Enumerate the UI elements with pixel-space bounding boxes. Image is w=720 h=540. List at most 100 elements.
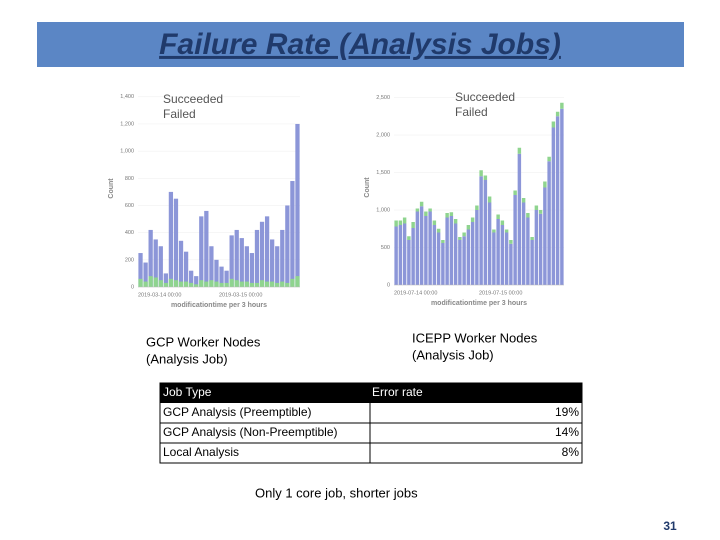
bar [543, 181, 547, 188]
bar [407, 236, 411, 240]
table-cell: 14% [555, 425, 579, 439]
bar [173, 198, 179, 287]
bar [290, 181, 295, 287]
y-tick-label: 0 [387, 282, 390, 288]
bar [270, 239, 275, 287]
bar [398, 220, 403, 225]
bar [234, 280, 239, 287]
bar [183, 281, 189, 287]
table-cell: 8% [562, 445, 580, 459]
chart-caption: (Analysis Job) [146, 351, 228, 366]
y-tick-label: 1,000 [376, 207, 390, 213]
y-tick-label: 1,200 [120, 121, 134, 127]
table-header [160, 383, 582, 403]
y-tick-label: 800 [125, 176, 134, 182]
bar [530, 240, 534, 285]
bar [483, 180, 488, 285]
table-cell: Local Analysis [163, 445, 239, 459]
bar [424, 216, 428, 285]
y-tick-label: 1,400 [120, 94, 134, 100]
y-tick-label: 600 [125, 203, 134, 209]
bar [194, 276, 199, 287]
table-cell: 19% [555, 405, 579, 419]
bar [453, 223, 458, 285]
table-cell: GCP Analysis (Non-Preemptible) [163, 425, 338, 439]
bar [466, 229, 471, 285]
bar [538, 210, 543, 214]
bar [415, 211, 420, 285]
bar [209, 280, 214, 287]
bar [509, 243, 513, 285]
bar [436, 228, 441, 233]
bar [411, 228, 415, 285]
bar [244, 246, 249, 287]
x-axis-label: modificationtime per 3 hours [171, 302, 267, 309]
bar [551, 121, 556, 128]
bar [521, 198, 526, 203]
bar [214, 259, 219, 287]
bar [534, 210, 539, 285]
bar [158, 280, 163, 287]
bar [249, 282, 255, 287]
bar [470, 217, 475, 222]
bar [270, 281, 275, 287]
table-cell: GCP Analysis (Preemptible) [163, 405, 312, 419]
bar [402, 217, 407, 224]
bar [432, 220, 437, 225]
bar [394, 226, 398, 285]
bar [428, 208, 432, 212]
bar [254, 229, 260, 287]
bar [487, 202, 492, 285]
bar [492, 232, 496, 285]
bar [526, 213, 530, 218]
bar [168, 191, 174, 287]
table-header-cell: Error rate [372, 385, 423, 399]
bar [280, 229, 285, 287]
bar [295, 276, 300, 287]
bar [229, 235, 234, 287]
legend-label: Succeeded [455, 90, 515, 104]
bar [204, 281, 209, 287]
bar [513, 190, 517, 195]
bar [214, 281, 219, 287]
bar [432, 225, 437, 285]
bar [239, 281, 244, 287]
bar [445, 213, 449, 218]
bar [264, 216, 270, 287]
bar [466, 225, 471, 230]
y-axis-label: Count [364, 177, 371, 198]
bar [254, 282, 260, 287]
bar [419, 201, 424, 207]
bar [183, 251, 189, 287]
bar [173, 280, 179, 287]
page-number: 31 [663, 519, 677, 533]
bar [513, 195, 517, 285]
bar [436, 232, 441, 285]
y-tick-label: 1,500 [376, 170, 390, 176]
bar [555, 116, 560, 285]
x-tick-label: 2019-07-14 00:00 [394, 290, 437, 296]
bar [143, 262, 148, 287]
y-tick-label: 400 [125, 230, 134, 236]
bar [521, 202, 526, 285]
bar [496, 214, 500, 219]
bar [153, 277, 158, 287]
bar [249, 253, 255, 287]
bar [530, 237, 534, 240]
bar [555, 111, 560, 117]
bar [487, 196, 492, 203]
bar [153, 239, 158, 287]
bar [407, 240, 411, 285]
bar [462, 232, 466, 237]
chart-caption: GCP Worker Nodes [146, 334, 261, 349]
bar [148, 276, 153, 287]
bar [138, 253, 143, 287]
bar [163, 282, 168, 287]
bar [475, 210, 479, 285]
bar [453, 219, 458, 224]
bar [441, 243, 445, 285]
bar [219, 266, 224, 287]
chart-caption: (Analysis Job) [412, 347, 494, 362]
table-header-cell: Job Type [163, 385, 212, 399]
